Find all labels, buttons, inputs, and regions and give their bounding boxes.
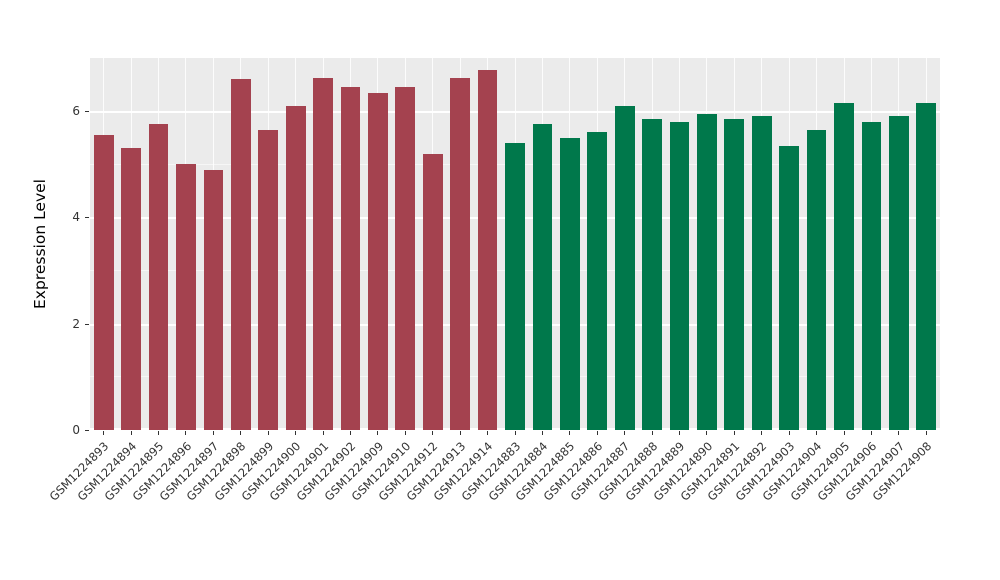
x-tick-mark <box>404 431 406 435</box>
bar <box>532 124 553 430</box>
x-tick-mark <box>103 431 105 435</box>
bar <box>669 121 690 430</box>
x-tick-mark <box>596 431 598 435</box>
x-tick-mark <box>541 431 543 435</box>
bar <box>751 116 772 430</box>
x-tick-mark <box>816 431 818 435</box>
bar <box>313 78 333 430</box>
y-tick-label: 6 <box>72 104 80 119</box>
y-tick-label: 0 <box>72 423 80 437</box>
x-tick-mark <box>267 431 269 435</box>
x-tick-mark <box>679 431 681 435</box>
bar <box>148 124 169 430</box>
bar <box>395 87 416 430</box>
bar <box>559 137 580 430</box>
bar <box>258 129 279 430</box>
bar <box>587 132 608 430</box>
x-tick-mark <box>733 431 735 435</box>
bar <box>834 103 854 430</box>
x-tick-mark <box>514 431 516 435</box>
x-tick-mark <box>651 431 653 435</box>
y-tick-label: 2 <box>72 316 80 331</box>
bar <box>450 78 471 430</box>
bar <box>230 79 251 430</box>
x-tick-mark <box>158 431 160 435</box>
bar <box>916 103 937 430</box>
x-tick-mark <box>212 431 214 435</box>
bar <box>477 69 498 430</box>
x-tick-mark <box>788 431 790 435</box>
bar <box>724 119 745 430</box>
bar <box>642 119 662 430</box>
x-tick-mark <box>432 431 434 435</box>
bar <box>505 143 525 430</box>
plot-panel <box>90 58 940 430</box>
y-tick-mark <box>85 323 89 325</box>
x-tick-mark <box>459 431 461 435</box>
bar <box>176 164 196 430</box>
x-tick-mark <box>925 431 927 435</box>
bar <box>614 105 635 430</box>
y-tick-mark <box>85 217 89 219</box>
y-axis-title: Expression Level <box>31 179 49 309</box>
x-tick-mark <box>487 431 489 435</box>
y-tick-label: 4 <box>72 210 80 225</box>
bar <box>779 145 800 430</box>
bar <box>806 129 827 430</box>
bar <box>368 92 388 430</box>
y-tick-mark <box>85 111 89 113</box>
bar <box>285 105 306 430</box>
x-tick-mark <box>870 431 872 435</box>
x-tick-mark <box>706 431 708 435</box>
bar <box>697 113 717 430</box>
x-tick-mark <box>185 431 187 435</box>
x-tick-mark <box>843 431 845 435</box>
x-tick-mark <box>898 431 900 435</box>
x-tick-mark <box>322 431 324 435</box>
bar <box>340 87 361 430</box>
bar <box>889 116 909 430</box>
y-tick-mark <box>85 430 89 431</box>
bar <box>121 148 141 430</box>
x-tick-mark <box>240 431 242 435</box>
x-tick-mark <box>295 431 297 435</box>
x-tick-mark <box>624 431 626 435</box>
x-tick-mark <box>130 431 132 435</box>
x-tick-mark <box>349 431 351 435</box>
bar <box>861 121 882 430</box>
bar <box>93 135 114 430</box>
bar <box>422 153 443 430</box>
x-tick-mark <box>569 431 571 435</box>
x-tick-mark <box>377 431 379 435</box>
bar <box>203 169 224 430</box>
x-tick-mark <box>761 431 763 435</box>
